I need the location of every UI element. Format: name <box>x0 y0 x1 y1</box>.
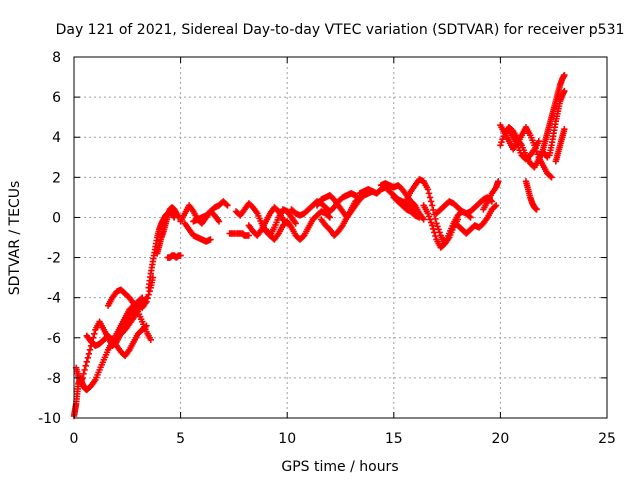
series-trace-r <box>318 194 363 239</box>
data-point <box>224 202 231 209</box>
y-tick-label: 6 <box>52 90 61 106</box>
data-point <box>428 222 436 229</box>
series-trace-o <box>262 208 334 243</box>
data-point <box>177 252 184 259</box>
plot-frame <box>73 56 608 419</box>
data-point <box>424 186 432 193</box>
series-trace-h <box>164 252 184 261</box>
data-point <box>430 206 437 214</box>
data-point <box>434 223 441 230</box>
data-point <box>86 346 94 354</box>
data-point <box>146 287 153 295</box>
data-point <box>498 139 505 146</box>
data-point <box>427 198 435 205</box>
series-trace-k <box>190 208 223 225</box>
x-tick-label: 0 <box>70 431 79 447</box>
data-point <box>82 362 89 370</box>
data-point <box>548 174 555 181</box>
series-trace-c <box>83 322 150 360</box>
y-tick-label: -6 <box>47 331 61 347</box>
data-point <box>561 71 568 79</box>
series-trace-ab <box>497 121 555 181</box>
series-trace-af <box>546 87 568 159</box>
y-tick-label: -10 <box>38 411 61 427</box>
data-point <box>326 214 334 221</box>
chart-title: Day 121 of 2021, Sidereal Day-to-day VTE… <box>56 22 625 38</box>
y-tick-label: -4 <box>47 291 61 307</box>
data-point <box>495 178 502 185</box>
data-point <box>424 210 432 217</box>
series-trace-e <box>113 294 150 341</box>
data-point <box>467 214 474 221</box>
data-point <box>223 201 230 208</box>
data-point <box>491 203 499 210</box>
series-trace-ac <box>505 126 542 163</box>
data-point <box>426 216 434 223</box>
data-point <box>292 220 299 227</box>
data-point <box>79 374 86 382</box>
data-point <box>561 87 568 95</box>
data-point <box>533 206 540 213</box>
data-point <box>147 336 154 343</box>
data-point <box>420 216 427 223</box>
series-trace-x <box>433 194 496 217</box>
data-point <box>425 190 433 197</box>
data-point <box>91 330 98 337</box>
y-tick-label: 0 <box>52 210 61 226</box>
x-tick-label: 20 <box>491 431 509 447</box>
data-point <box>432 232 439 240</box>
series-trace-l <box>226 230 253 239</box>
axes: 0 5 10 15 20 25 -10 -8 -6 -4 -2 0 2 4 6 8 <box>38 50 616 447</box>
series-trace-ag <box>552 126 568 165</box>
y-tick-label: 4 <box>52 130 61 146</box>
series-trace-j <box>181 220 214 245</box>
x-tick-label: 25 <box>598 431 616 447</box>
series-trace-z <box>480 178 502 213</box>
data-point <box>497 142 504 149</box>
y-axis-label: SDTVAR / TECUs <box>7 181 23 296</box>
x-tick-label: 10 <box>278 431 296 447</box>
series-trace-ad <box>522 178 540 213</box>
data-point <box>430 225 437 233</box>
y-tick-label: -2 <box>47 251 61 267</box>
data-point <box>547 173 554 180</box>
data-point <box>416 214 423 221</box>
data-point <box>440 241 448 248</box>
data-point <box>215 218 223 225</box>
y-tick-label: 8 <box>52 50 61 66</box>
data-point <box>84 354 92 362</box>
data-point <box>207 236 214 243</box>
grid-lines <box>74 57 607 418</box>
x-tick-label: 15 <box>385 431 403 447</box>
series-trace-g <box>153 204 182 257</box>
data-point <box>426 194 434 201</box>
data-point <box>143 294 150 301</box>
data-point <box>245 232 253 239</box>
data-point <box>355 195 362 202</box>
series-trace-u <box>390 194 423 221</box>
series-trace-w <box>420 202 474 251</box>
series-trace-y <box>454 202 500 237</box>
data-point <box>431 229 438 236</box>
y-tick-label: -8 <box>47 371 61 387</box>
data-point <box>535 138 542 145</box>
data-point <box>85 350 93 358</box>
y-tick-label: 2 <box>52 170 61 186</box>
data-point <box>561 126 568 133</box>
data-point <box>492 202 500 209</box>
data-point <box>425 213 433 220</box>
data-series <box>70 71 568 420</box>
data-point <box>433 220 440 227</box>
data-point <box>428 202 436 209</box>
series-trace-ae <box>535 71 568 163</box>
data-point <box>427 219 435 226</box>
data-point <box>80 370 87 378</box>
x-tick-label: 5 <box>176 431 185 447</box>
x-axis-label: GPS time / hours <box>281 459 398 475</box>
data-point <box>83 358 90 366</box>
data-point <box>81 366 88 374</box>
data-point <box>325 213 332 220</box>
